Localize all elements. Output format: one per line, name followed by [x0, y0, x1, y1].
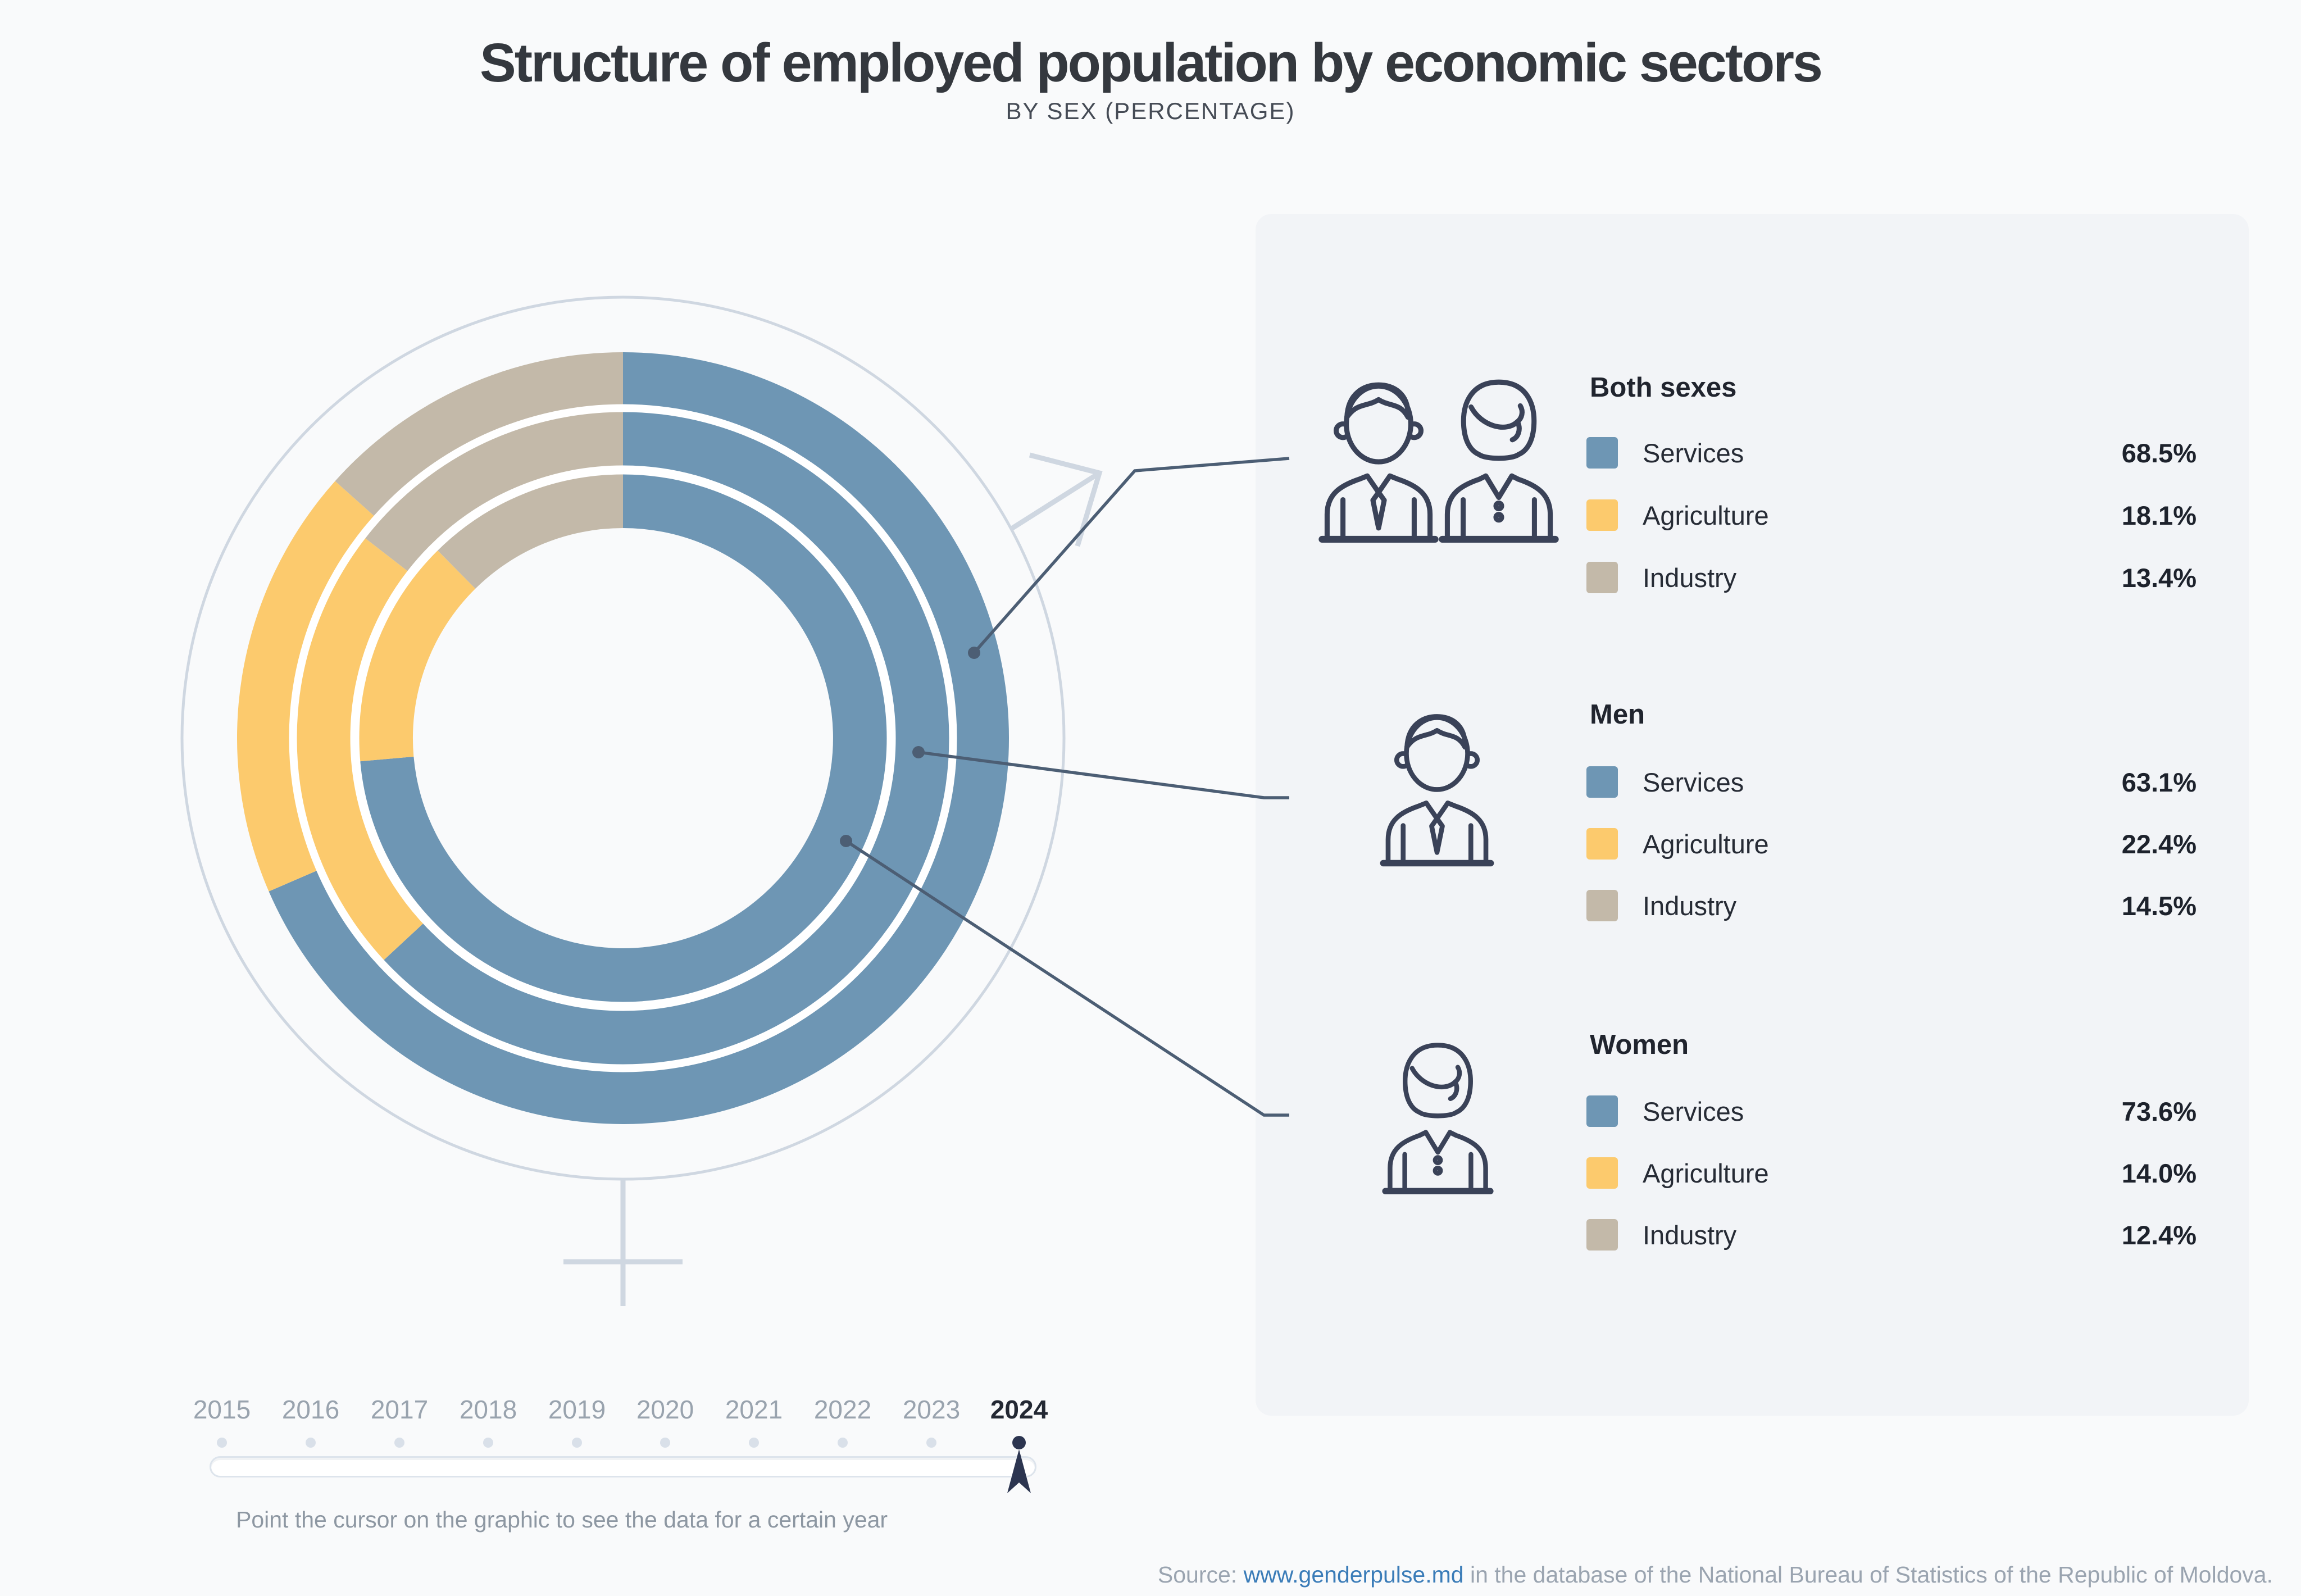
leader-dot-men [912, 746, 925, 758]
year-label-2021[interactable]: 2021 [725, 1395, 783, 1424]
industry-swatch [1586, 562, 1618, 593]
legend-title-both-sexes: Both sexes [1590, 372, 1737, 403]
year-label-2018[interactable]: 2018 [459, 1395, 517, 1424]
legend-row: Agriculture 18.1% [1586, 499, 2197, 531]
leader-line-both-sexes [972, 457, 1290, 654]
legend-value: 68.5% [2121, 438, 2197, 468]
mars-arrow-head [1029, 452, 1103, 547]
leader-line-men [918, 751, 1289, 799]
slider-hint: Point the cursor on the graphic to see t… [236, 1507, 888, 1533]
legend-value: 73.6% [2121, 1096, 2197, 1126]
donut-arc-women-agriculture[interactable] [358, 550, 476, 762]
legend-value: 14.0% [2121, 1158, 2197, 1188]
page-subtitle: BY SEX (PERCENTAGE) [1006, 98, 1295, 124]
legend-row: Industry 12.4% [1586, 1219, 2197, 1251]
legend-label: Agriculture [1643, 829, 1769, 859]
legend-value: 18.1% [2121, 500, 2197, 530]
year-dot-2019[interactable] [572, 1438, 582, 1448]
donut-arc-men-agriculture[interactable] [296, 538, 424, 961]
legend-value: 14.5% [2121, 890, 2197, 921]
legend-row: Agriculture 14.0% [1586, 1157, 2197, 1189]
donut-arc-men-services[interactable] [384, 412, 949, 1065]
ring-separator-outer [289, 404, 957, 1072]
gender-symbol-circle [180, 295, 1066, 1181]
year-dot-2017[interactable] [394, 1438, 404, 1448]
year-dot-2015[interactable] [217, 1438, 227, 1448]
legend-row: Services 63.1% [1586, 766, 2197, 798]
legend-label: Services [1643, 438, 1744, 468]
legend-row: Industry 13.4% [1586, 562, 2197, 593]
legend-row: Industry 14.5% [1586, 890, 2197, 921]
industry-swatch [1586, 890, 1618, 921]
year-dot-2020[interactable] [660, 1438, 670, 1448]
legend-label: Services [1643, 767, 1744, 797]
year-dot-2024-active[interactable] [1012, 1436, 1026, 1449]
year-label-2022[interactable]: 2022 [813, 1395, 872, 1424]
legend-label: Services [1643, 1096, 1744, 1126]
industry-swatch [1586, 1219, 1618, 1251]
leader-dot-women [840, 835, 852, 847]
legend-value: 22.4% [2121, 829, 2197, 859]
year-dot-2018[interactable] [483, 1438, 493, 1448]
year-label-2023[interactable]: 2023 [902, 1395, 961, 1424]
legend-value: 63.1% [2121, 767, 2197, 797]
legend-row: Services 68.5% [1586, 437, 2197, 469]
donut-arc-women-services[interactable] [360, 474, 887, 1002]
legend-label: Agriculture [1643, 500, 1769, 530]
source-suffix: in the database of the National Bureau o… [1463, 1562, 2273, 1588]
year-dot-2021[interactable] [749, 1438, 759, 1448]
donut-arc-women-industry[interactable] [437, 474, 623, 589]
slider-cursor-icon[interactable] [1006, 1448, 1032, 1495]
legend-label: Industry [1643, 1220, 1737, 1250]
donut-arc-both-sexes-agriculture[interactable] [237, 481, 374, 892]
services-swatch [1586, 1095, 1618, 1127]
legend-row: Agriculture 22.4% [1586, 828, 2197, 860]
mars-arrow-shaft [1009, 471, 1101, 531]
year-label-2024[interactable]: 2024 [990, 1395, 1048, 1424]
agriculture-swatch [1586, 828, 1618, 860]
source-note: Source: www.genderpulse.md in the databa… [1158, 1562, 2273, 1588]
leader-line-women [845, 839, 1289, 1117]
agriculture-swatch [1586, 499, 1618, 531]
year-label-2019[interactable]: 2019 [548, 1395, 606, 1424]
donut-arc-both-sexes-services[interactable] [269, 352, 1009, 1124]
legend-row: Services 73.6% [1586, 1095, 2197, 1127]
source-link[interactable]: www.genderpulse.md [1243, 1562, 1464, 1588]
year-slider-track[interactable] [210, 1456, 1036, 1477]
year-dot-2016[interactable] [306, 1438, 316, 1448]
year-label-2015[interactable]: 2015 [193, 1395, 251, 1424]
year-dot-2022[interactable] [838, 1438, 848, 1448]
donut-arc-both-sexes-industry[interactable] [335, 352, 624, 516]
legend-label: Agriculture [1643, 1158, 1769, 1188]
donut-arc-men-industry[interactable] [365, 412, 623, 571]
legend-value: 12.4% [2121, 1220, 2197, 1250]
legend-title-men: Men [1590, 699, 1645, 730]
source-prefix: Source: [1157, 1562, 1244, 1588]
ring-separator-inner [350, 465, 896, 1011]
year-label-2016[interactable]: 2016 [281, 1395, 340, 1424]
year-dot-2023[interactable] [926, 1438, 936, 1448]
agriculture-swatch [1586, 1157, 1618, 1189]
page-title: Structure of employed population by econ… [480, 32, 1823, 93]
leader-dot-both-sexes [968, 647, 980, 659]
year-label-2017[interactable]: 2017 [370, 1395, 429, 1424]
legend-value: 13.4% [2121, 562, 2197, 593]
services-swatch [1586, 437, 1618, 469]
legend-label: Industry [1643, 562, 1737, 593]
year-label-2020[interactable]: 2020 [636, 1395, 694, 1424]
gender-symbol [180, 295, 1103, 1306]
legend-label: Industry [1643, 890, 1737, 921]
services-swatch [1586, 766, 1618, 798]
legend-title-women: Women [1590, 1030, 1689, 1060]
donut-rings[interactable] [237, 352, 1009, 1124]
